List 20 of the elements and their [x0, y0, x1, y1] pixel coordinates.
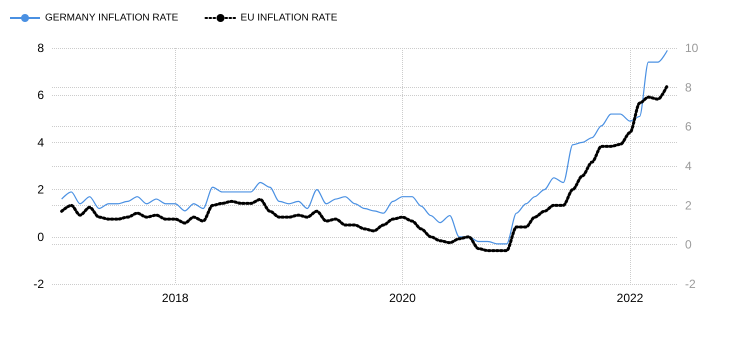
y-tick-label: 6	[37, 88, 44, 102]
x-tick-label: 2020	[389, 291, 416, 305]
y-tick-label: 2	[37, 182, 44, 197]
y2-tick-label: 6	[685, 120, 692, 134]
x-tick-label: 2022	[616, 291, 644, 305]
x-tick-label: 2018	[162, 291, 189, 305]
line-series	[60, 84, 669, 252]
line-series	[61, 50, 668, 244]
y-tick-label: 0	[37, 230, 44, 244]
legend-label: EU INFLATION RATE	[240, 12, 338, 24]
y-tick-label: 4	[37, 135, 44, 150]
y-tick-label: -2	[33, 277, 44, 291]
y2-tick-label: 0	[685, 238, 692, 252]
y-tick-label: 8	[37, 41, 44, 55]
legend-label: GERMANY INFLATION RATE	[45, 12, 179, 24]
y2-tick-label: 10	[685, 41, 699, 55]
y2-tick-label: 4	[685, 159, 692, 173]
y2-tick-label: -2	[685, 277, 696, 291]
y2-tick-label: 8	[685, 80, 692, 94]
y2-tick-label: 2	[685, 198, 692, 212]
